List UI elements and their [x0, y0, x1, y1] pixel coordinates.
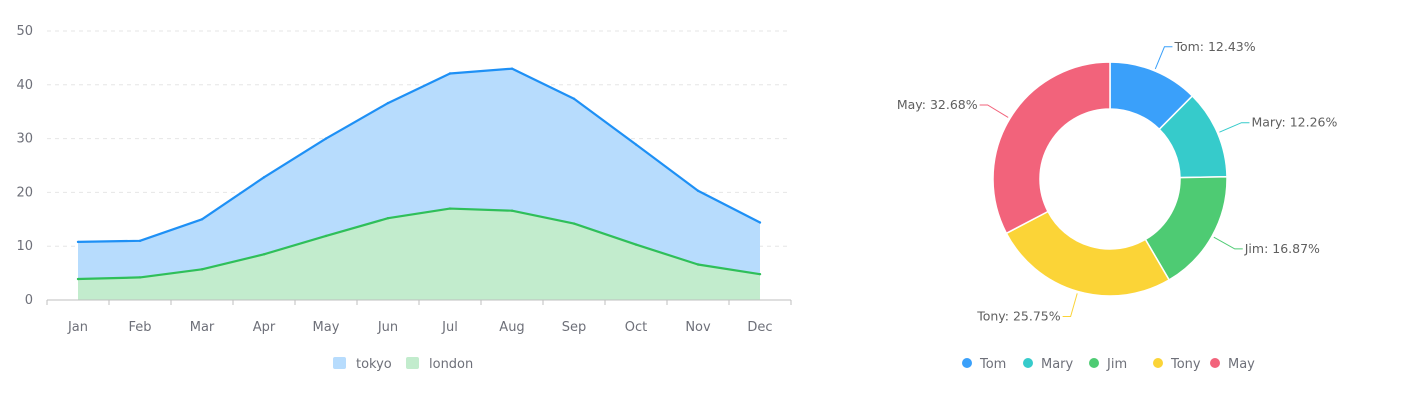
data-point-london — [386, 217, 390, 220]
series-line-tokyo — [77, 67, 761, 243]
pie-leader-line — [1213, 236, 1243, 250]
legend-marker-jim[interactable] — [1089, 358, 1099, 368]
legend-swatch-london[interactable] — [406, 357, 419, 369]
area-chart: 0 10 20 30 40 50 Jan Feb Mar Apr May Jun Jul Aug Sep Oc… — [16, 24, 792, 372]
x-tick-label: Apr — [253, 320, 276, 335]
data-point-london — [696, 263, 700, 266]
legend-marker-tom[interactable] — [962, 358, 972, 368]
data-point-tokyo — [324, 137, 328, 140]
pie-label-may: May: 32.68% — [897, 97, 978, 112]
area-fill-london — [78, 208, 760, 300]
pie-label-tony: Tony: 25.75% — [976, 308, 1061, 323]
data-point-tokyo — [386, 101, 390, 105]
y-tick-label: 30 — [16, 132, 33, 147]
data-point-tokyo — [758, 221, 762, 224]
data-point-london — [324, 234, 328, 238]
data-point-tokyo — [696, 189, 700, 192]
series-line-london — [77, 207, 761, 281]
x-tick-label: Dec — [747, 320, 772, 335]
y-tick-label: 0 — [25, 293, 33, 308]
pie-leader-line — [1154, 46, 1173, 70]
data-point-tokyo — [138, 239, 142, 243]
x-tick-label: Feb — [128, 320, 151, 335]
data-point-tokyo — [448, 72, 452, 75]
legend-label-tony[interactable]: Tony — [1170, 357, 1201, 372]
x-tick-label: Mar — [190, 320, 215, 335]
data-point-london — [572, 222, 576, 225]
x-tick-label: Sep — [562, 320, 587, 335]
data-point-tokyo — [76, 240, 80, 244]
data-point-tokyo — [634, 143, 638, 146]
y-tick-label: 10 — [16, 239, 33, 254]
pie-leader-line — [979, 104, 1009, 118]
data-point-tokyo — [510, 67, 514, 70]
pie-leader-line — [1219, 122, 1250, 133]
data-point-london — [200, 268, 204, 271]
legend-label-jim[interactable]: Jim — [1106, 357, 1127, 372]
pie-label-tom: Tom: 12.43% — [1173, 39, 1255, 54]
pie-slice-may[interactable] — [992, 61, 1111, 235]
data-point-london — [448, 207, 452, 210]
y-tick-label: 20 — [16, 185, 33, 200]
legend-label-mary[interactable]: Mary — [1041, 357, 1074, 372]
data-point-tokyo — [262, 176, 266, 179]
legend-label-tom[interactable]: Tom — [979, 357, 1006, 372]
x-tick-label: Jun — [377, 320, 398, 335]
data-point-tokyo — [572, 97, 576, 100]
x-tick-label: May — [313, 320, 340, 335]
legend-label-london[interactable]: london — [429, 357, 473, 372]
data-point-london — [76, 277, 80, 281]
legend-marker-mary[interactable] — [1023, 358, 1033, 368]
pie-label-mary: Mary: 12.26% — [1251, 115, 1337, 130]
x-tick-label: Aug — [499, 320, 524, 335]
data-point-london — [634, 243, 638, 246]
legend-marker-may[interactable] — [1210, 358, 1220, 368]
data-point-london — [138, 276, 142, 279]
x-tick-label: Nov — [685, 320, 711, 335]
pie-label-jim: Jim: 16.87% — [1244, 241, 1320, 256]
pie-leader-line — [1062, 293, 1078, 317]
pie-slice-tony[interactable] — [1005, 210, 1171, 297]
x-tick-label: Oct — [625, 320, 647, 335]
data-point-london — [510, 209, 514, 212]
y-tick-label: 50 — [16, 24, 33, 39]
y-tick-label: 40 — [16, 78, 33, 93]
legend-swatch-tokyo[interactable] — [333, 357, 346, 369]
donut-chart: Tom: 12.43% Mary: 12.26% Jim: 16.87% Tony: … — [897, 39, 1338, 372]
data-point-london — [262, 253, 266, 256]
legend-label-may[interactable]: May — [1228, 357, 1255, 372]
legend-marker-tony[interactable] — [1153, 358, 1163, 368]
data-point-tokyo — [200, 218, 204, 221]
data-point-london — [758, 272, 762, 276]
legend-label-tokyo[interactable]: tokyo — [356, 357, 392, 372]
x-tick-label: Jul — [441, 320, 458, 335]
x-tick-label: Jan — [67, 320, 88, 335]
